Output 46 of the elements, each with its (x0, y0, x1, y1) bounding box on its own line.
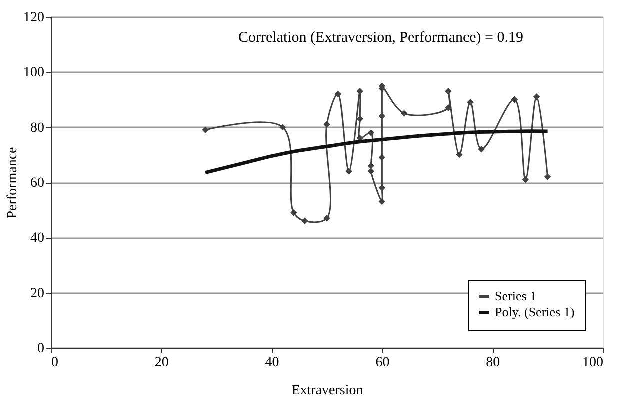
point (302, 218, 308, 224)
point (456, 152, 463, 158)
y-tick-label: 0 (38, 342, 44, 356)
point (378, 198, 386, 206)
point (279, 124, 286, 131)
point (334, 90, 342, 98)
y-tick-label: 40 (30, 231, 44, 246)
point (324, 215, 330, 222)
x-tick-label: 60 (376, 356, 390, 370)
y-tick-label: 100 (24, 66, 44, 81)
point (400, 110, 408, 117)
point (368, 162, 375, 170)
point (445, 104, 452, 112)
line-series (204, 130, 550, 175)
point (378, 154, 386, 162)
point (533, 94, 540, 100)
y-tick-label: 80 (30, 120, 44, 136)
x-tick-label: 20 (154, 356, 169, 370)
point (346, 168, 352, 175)
point (368, 129, 375, 136)
x-tick-label: 40 (265, 356, 280, 370)
x-axis-title: Extraversion (292, 384, 364, 398)
legend-label: Poly. (Series 1) (495, 304, 575, 320)
point (202, 126, 209, 134)
point (324, 121, 330, 128)
x-tick-label: 80 (486, 356, 500, 370)
annotation: Correlation (Extraversion, Performance) = 0.19 (238, 30, 524, 46)
y-tick-label: 20 (30, 286, 44, 302)
y-axis-title: Performance (6, 147, 20, 219)
point (290, 209, 298, 216)
point (378, 184, 386, 192)
point (522, 176, 530, 184)
point (467, 99, 474, 106)
point (478, 146, 485, 153)
point (511, 96, 518, 104)
legend-label: Series 1 (495, 288, 537, 304)
point (378, 112, 386, 120)
point (356, 88, 364, 95)
y-tick-label: 60 (30, 176, 44, 191)
y-tick-label: 120 (24, 10, 44, 26)
point (445, 88, 452, 95)
point (544, 174, 552, 180)
point (368, 168, 375, 175)
x-tick-label: 100 (582, 356, 604, 370)
x-tick-label: 0 (52, 356, 58, 370)
point (356, 116, 364, 122)
